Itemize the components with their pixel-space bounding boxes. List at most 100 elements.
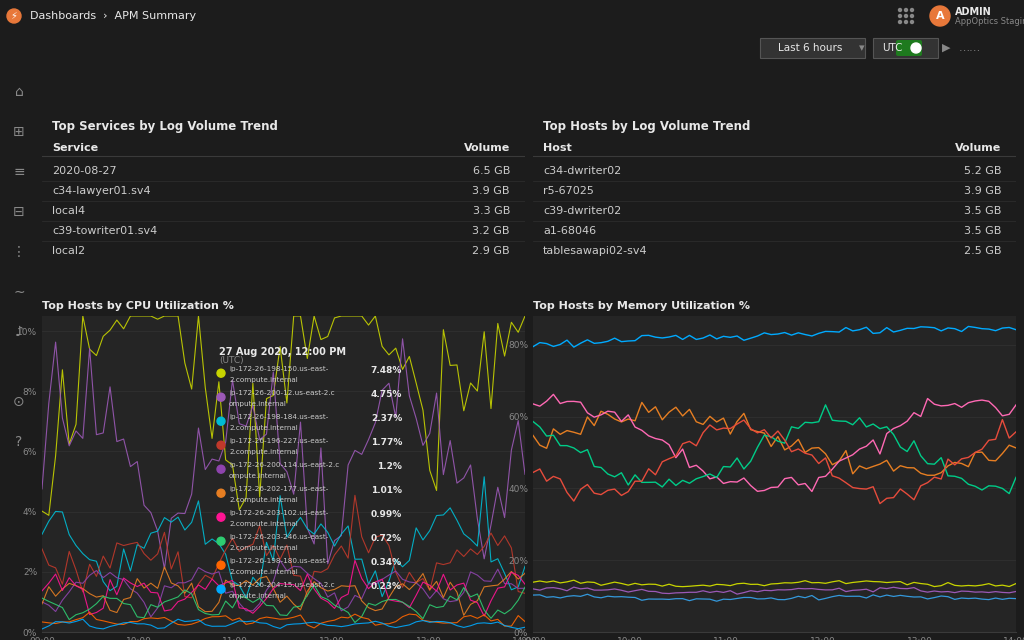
Bar: [760, 38, 865, 58]
Text: local4: local4: [52, 206, 85, 216]
Text: ⌂: ⌂: [14, 85, 24, 99]
Text: ⋮: ⋮: [12, 245, 26, 259]
Text: (UTC): (UTC): [219, 356, 244, 365]
Text: c34-lawyer01.sv4: c34-lawyer01.sv4: [52, 186, 151, 196]
Text: A: A: [936, 11, 944, 21]
Text: 2.compute.internal: 2.compute.internal: [229, 449, 298, 455]
Text: AppOptics Staging: AppOptics Staging: [955, 17, 1024, 26]
Circle shape: [904, 15, 907, 17]
Text: c34-dwriter02: c34-dwriter02: [543, 166, 622, 176]
Text: 1.2%: 1.2%: [377, 462, 402, 471]
Text: ▶: ▶: [942, 43, 950, 53]
Text: 4.75%: 4.75%: [371, 390, 402, 399]
Text: 3.2 GB: 3.2 GB: [472, 226, 510, 236]
Text: ompute.internal: ompute.internal: [229, 473, 287, 479]
Text: local2: local2: [52, 246, 85, 256]
Text: ♪: ♪: [14, 325, 24, 339]
Text: ⊟: ⊟: [13, 205, 25, 219]
Text: ip-172-26-204-15.us-east-2.c: ip-172-26-204-15.us-east-2.c: [229, 582, 335, 588]
Text: 0.72%: 0.72%: [371, 534, 402, 543]
Text: Dashboards  ›  APM Summary: Dashboards › APM Summary: [30, 11, 197, 21]
Text: 0.34%: 0.34%: [371, 558, 402, 567]
Text: Top Hosts by CPU Utilization %: Top Hosts by CPU Utilization %: [42, 301, 233, 311]
Text: ip-172-26-198-184.us-east-: ip-172-26-198-184.us-east-: [229, 414, 329, 420]
Text: 3.3 GB: 3.3 GB: [473, 206, 510, 216]
Bar: [873, 38, 938, 58]
Text: ⚡: ⚡: [10, 11, 17, 21]
Text: a1-68046: a1-68046: [543, 226, 596, 236]
Text: 3.9 GB: 3.9 GB: [964, 186, 1001, 196]
Text: ip-172-26-198-180.us-east-: ip-172-26-198-180.us-east-: [229, 558, 329, 564]
Circle shape: [217, 465, 225, 473]
Text: 1.77%: 1.77%: [371, 438, 402, 447]
Text: ip-172-26-203-102.us-east-: ip-172-26-203-102.us-east-: [229, 510, 329, 516]
Circle shape: [930, 6, 950, 26]
Text: r5-67025: r5-67025: [543, 186, 594, 196]
Text: ?: ?: [15, 435, 23, 449]
Text: ip-172-26-200-12.us-east-2.c: ip-172-26-200-12.us-east-2.c: [229, 390, 335, 396]
Text: 2.compute.internal: 2.compute.internal: [229, 521, 298, 527]
Text: c39-dwriter02: c39-dwriter02: [543, 206, 622, 216]
Circle shape: [217, 369, 225, 377]
Text: ip-172-26-203-246.us-east-: ip-172-26-203-246.us-east-: [229, 534, 329, 540]
Circle shape: [910, 8, 913, 12]
FancyBboxPatch shape: [896, 40, 922, 56]
Circle shape: [910, 15, 913, 17]
Text: 2.compute.internal: 2.compute.internal: [229, 425, 298, 431]
Text: 2020-08-27: 2020-08-27: [52, 166, 117, 176]
Circle shape: [904, 8, 907, 12]
Text: Volume: Volume: [464, 143, 510, 153]
Text: Last 6 hours: Last 6 hours: [778, 43, 842, 53]
Text: Top Services by Log Volume Trend: Top Services by Log Volume Trend: [52, 120, 278, 133]
Circle shape: [898, 20, 901, 24]
Text: ▾: ▾: [859, 43, 865, 53]
Text: 2.compute.internal: 2.compute.internal: [229, 545, 298, 551]
Text: ompute.internal: ompute.internal: [229, 401, 287, 407]
Circle shape: [217, 393, 225, 401]
Circle shape: [217, 537, 225, 545]
Text: ……: ……: [958, 43, 981, 53]
Circle shape: [7, 9, 22, 23]
Text: ip-172-26-200-114.us-east-2.c: ip-172-26-200-114.us-east-2.c: [229, 462, 339, 468]
Circle shape: [217, 417, 225, 425]
Text: 27 Aug 2020, 12:00 PM: 27 Aug 2020, 12:00 PM: [219, 347, 346, 357]
Text: ⊞: ⊞: [13, 125, 25, 139]
Circle shape: [904, 20, 907, 24]
Text: ip-172-26-202-177.us-east-: ip-172-26-202-177.us-east-: [229, 486, 329, 492]
Text: 3.5 GB: 3.5 GB: [964, 226, 1001, 236]
Text: 2.compute.internal: 2.compute.internal: [229, 377, 298, 383]
Text: 2.5 GB: 2.5 GB: [964, 246, 1001, 256]
Text: 0.23%: 0.23%: [371, 582, 402, 591]
Text: ompute.internal: ompute.internal: [229, 593, 287, 599]
Text: ADMIN: ADMIN: [955, 7, 992, 17]
Text: 7.48%: 7.48%: [371, 366, 402, 375]
Circle shape: [898, 15, 901, 17]
Text: ip-172-26-196-227.us-east-: ip-172-26-196-227.us-east-: [229, 438, 329, 444]
Text: 3.5 GB: 3.5 GB: [964, 206, 1001, 216]
Text: tablesawapi02-sv4: tablesawapi02-sv4: [543, 246, 647, 256]
Circle shape: [217, 561, 225, 569]
Text: 2.compute.internal: 2.compute.internal: [229, 497, 298, 503]
Circle shape: [898, 8, 901, 12]
Text: ≡: ≡: [13, 165, 25, 179]
Circle shape: [217, 585, 225, 593]
Text: Top Hosts by Log Volume Trend: Top Hosts by Log Volume Trend: [543, 120, 751, 133]
Text: 2.9 GB: 2.9 GB: [472, 246, 510, 256]
Text: 1.01%: 1.01%: [371, 486, 402, 495]
Text: ∼: ∼: [13, 285, 25, 299]
Text: Service: Service: [52, 143, 98, 153]
Text: ⊙: ⊙: [13, 395, 25, 409]
Text: c39-towriter01.sv4: c39-towriter01.sv4: [52, 226, 158, 236]
Circle shape: [217, 513, 225, 521]
Text: UTC: UTC: [882, 43, 902, 53]
Text: 2.compute.internal: 2.compute.internal: [229, 569, 298, 575]
Circle shape: [911, 43, 921, 53]
Text: 3.9 GB: 3.9 GB: [472, 186, 510, 196]
Text: 2.37%: 2.37%: [371, 414, 402, 423]
Circle shape: [217, 489, 225, 497]
Text: Top Hosts by Memory Utilization %: Top Hosts by Memory Utilization %: [534, 301, 750, 311]
Text: Volume: Volume: [954, 143, 1001, 153]
Text: ip-172-26-198-150.us-east-: ip-172-26-198-150.us-east-: [229, 366, 329, 372]
Text: Host: Host: [543, 143, 571, 153]
Circle shape: [217, 441, 225, 449]
